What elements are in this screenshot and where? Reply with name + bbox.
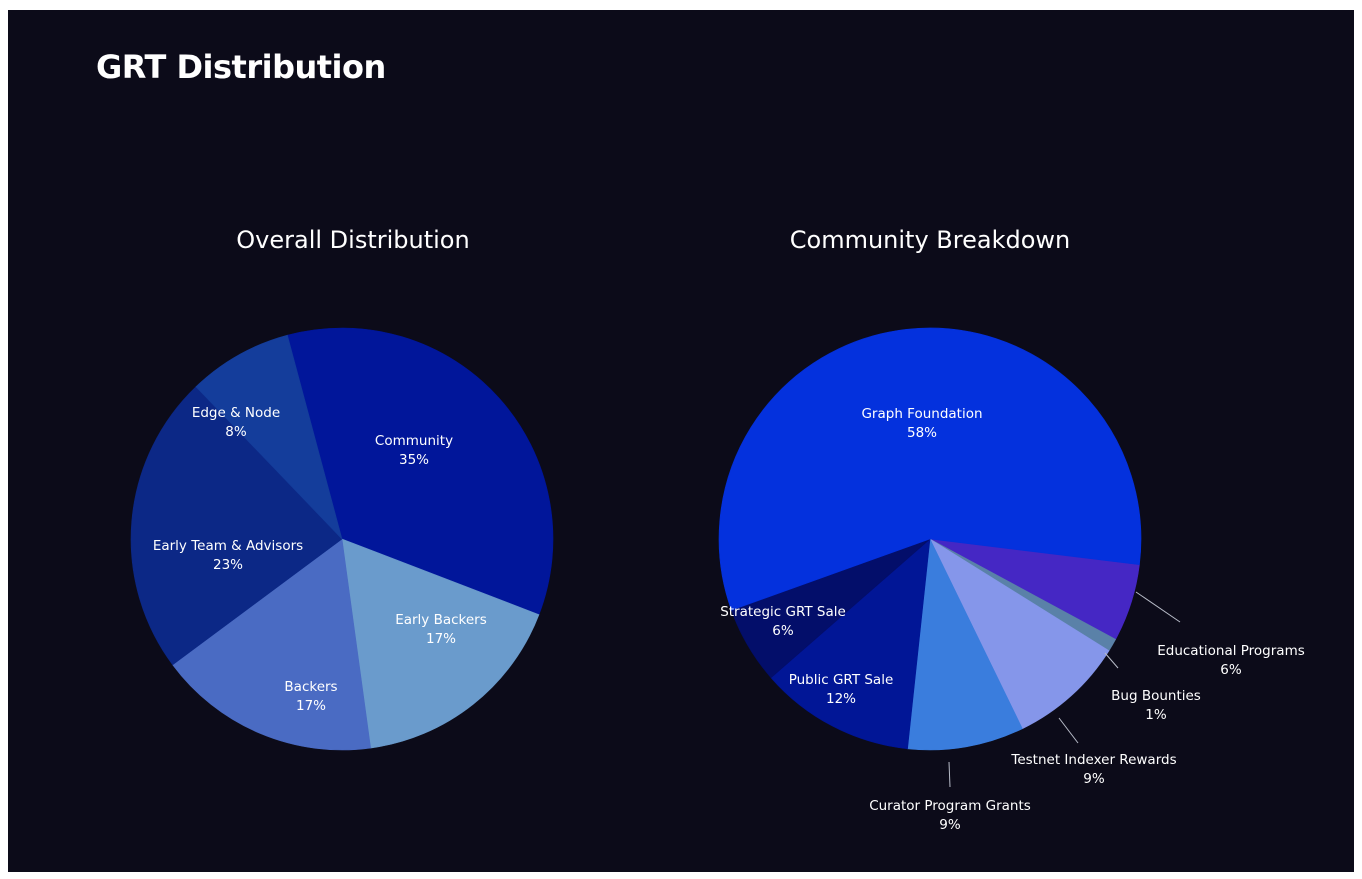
slice-value-curator-program-grants: 9%	[939, 817, 961, 833]
slice-label-educational-programs: Educational Programs	[1157, 643, 1305, 659]
slice-label-early-backers: Early Backers	[395, 612, 487, 628]
slice-value-edge-and-node: 8%	[225, 424, 247, 440]
overall-distribution-title: Overall Distribution	[236, 226, 469, 254]
slice-value-strategic-grt-sale: 6%	[772, 623, 794, 639]
leader-line-educational-programs	[1135, 591, 1181, 623]
slice-label-bug-bounties: Bug Bounties	[1111, 688, 1201, 704]
community-breakdown-chart: Community Breakdown Educational Programs 6…	[718, 226, 1305, 833]
slice-value-educational-programs: 6%	[1220, 662, 1242, 678]
pie-slice-backers	[172, 538, 371, 751]
pie-slice-testnet-indexer-rewards	[929, 538, 1110, 730]
slice-label-graph-foundation: Graph Foundation	[861, 406, 982, 422]
leader-line-testnet-indexer-rewards	[1058, 717, 1079, 744]
pie-slice-curator-program-grants	[907, 537, 1023, 751]
slice-label-early-team-and-advisors: Early Team & Advisors	[153, 538, 303, 554]
charts-svg: Overall Distribution Community 35% Early Ba…	[130, 226, 1305, 833]
slice-label-strategic-grt-sale: Strategic GRT Sale	[720, 604, 846, 620]
pie-slice-public-grt-sale	[770, 538, 931, 750]
slice-label-edge-and-node: Edge & Node	[192, 405, 280, 421]
community-breakdown-title: Community Breakdown	[790, 226, 1070, 254]
pie-slice-early-backers	[341, 538, 540, 749]
slice-value-public-grt-sale: 12%	[826, 691, 856, 707]
pie-slice-early-team-and-advisors	[130, 386, 343, 666]
slice-label-curator-program-grants: Curator Program Grants	[869, 798, 1031, 814]
slice-label-testnet-indexer-rewards: Testnet Indexer Rewards	[1010, 752, 1176, 768]
slice-value-early-backers: 17%	[426, 631, 456, 647]
pie-slice-graph-foundation	[718, 327, 1142, 611]
slice-value-early-team-and-advisors: 23%	[213, 557, 243, 573]
slice-value-backers: 17%	[296, 698, 326, 714]
page-title: GRT Distribution	[96, 48, 386, 86]
slice-value-graph-foundation: 58%	[907, 425, 937, 441]
slice-value-bug-bounties: 1%	[1145, 707, 1167, 723]
pie-slice-edge-and-node	[195, 334, 343, 540]
leader-line-curator-program-grants	[948, 761, 951, 788]
leader-line-bug-bounties	[1104, 652, 1119, 669]
slice-label-community: Community	[375, 433, 453, 449]
slice-value-community: 35%	[399, 452, 429, 468]
pie-slice-community	[287, 327, 554, 616]
chart-canvas: GRT Distribution Overall Distribution Com…	[8, 10, 1354, 872]
slice-label-public-grt-sale: Public GRT Sale	[789, 672, 894, 688]
slice-value-testnet-indexer-rewards: 9%	[1083, 771, 1105, 787]
slice-label-backers: Backers	[284, 679, 337, 695]
overall-distribution-chart: Overall Distribution Community 35% Early Ba…	[130, 226, 554, 751]
